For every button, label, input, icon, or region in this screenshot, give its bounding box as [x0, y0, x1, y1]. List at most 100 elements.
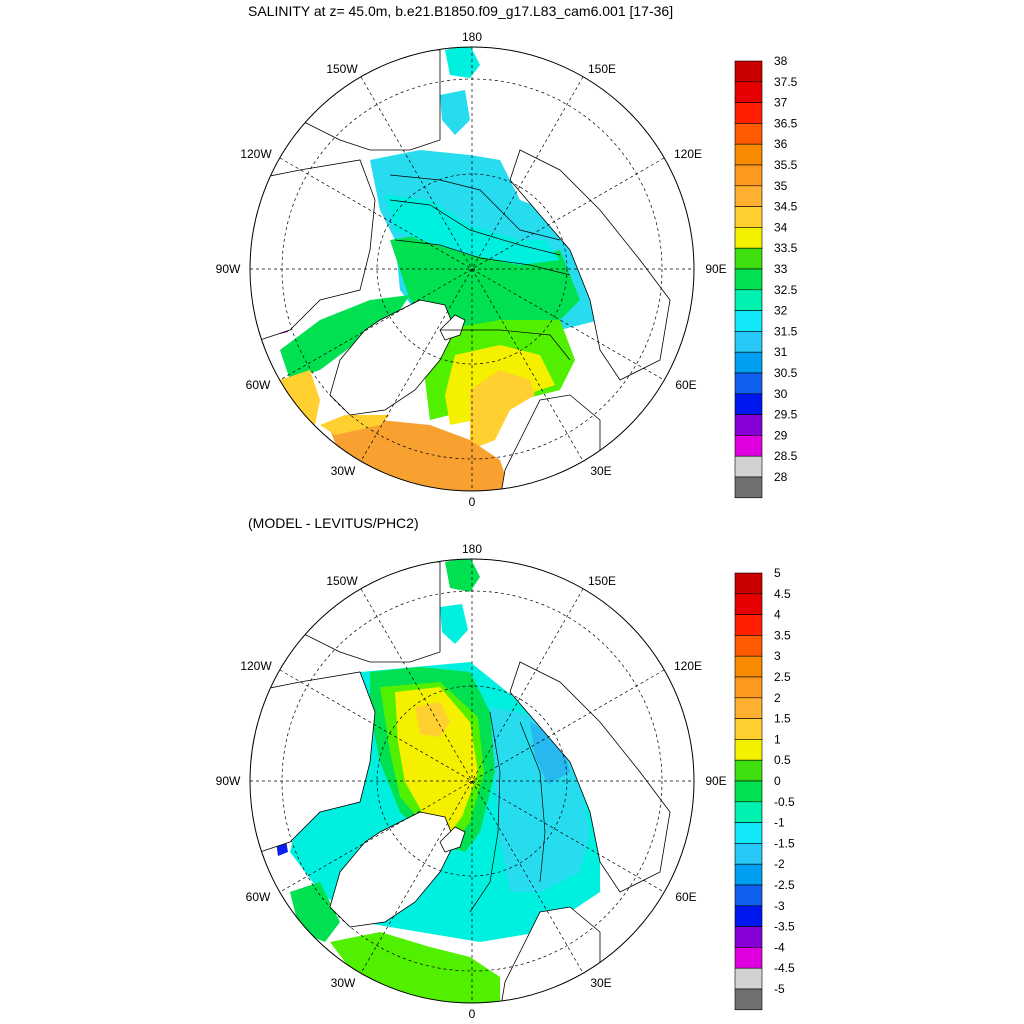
colorbar-label: 0.5 [774, 753, 791, 767]
colorbar-swatch [734, 123, 763, 145]
colorbar-swatch [734, 351, 763, 374]
colorbar-label: 2 [774, 691, 781, 705]
salinity-region-35-labrador [280, 370, 320, 425]
colorbar-label: 36.5 [774, 116, 798, 130]
lon-label: 150W [326, 574, 358, 588]
colorbar-label: -4.5 [774, 961, 795, 975]
land-alaska [299, 49, 441, 151]
salinity-region-34-5 [470, 370, 535, 450]
colorbar-swatch [734, 863, 763, 886]
colorbar-swatch [734, 435, 763, 457]
diff-region-minus-0-5-bering [440, 604, 468, 644]
colorbar-label: -2.5 [774, 878, 795, 892]
lon-label: 180 [462, 30, 482, 44]
colorbar-swatch [734, 331, 763, 353]
lon-label: 180 [462, 542, 482, 556]
lon-label: 90E [705, 774, 726, 788]
map-boundary [249, 46, 695, 492]
colorbar-swatch [734, 822, 763, 844]
map-title-difference: (MODEL - LEVITUS/PHC2) [248, 515, 419, 531]
colorbar-swatch [734, 247, 763, 270]
colorbar-swatch [734, 676, 763, 699]
salinity-contour [389, 199, 561, 256]
colorbar-label: -1 [774, 816, 785, 830]
lon-label: 120E [674, 147, 702, 161]
colorbar-swatch [734, 414, 763, 436]
lon-label: 150E [588, 62, 616, 76]
colorbar-swatch [734, 206, 763, 228]
colorbar-label: 35.5 [774, 158, 798, 172]
colorbar-swatch [734, 81, 763, 103]
colorbar-label: 28 [774, 470, 788, 484]
colorbar-label: 36 [774, 137, 788, 151]
colorbar-label: 30.5 [774, 366, 798, 380]
salinity-region-35-5 [330, 420, 510, 491]
lon-label: 60W [246, 378, 271, 392]
colorbar-label: 31.5 [774, 324, 798, 338]
colorbar-label: 32 [774, 304, 788, 318]
colorbar-label: -3 [774, 899, 785, 913]
colorbar-label: 1.5 [774, 712, 791, 726]
colorbar-label: -3.5 [774, 920, 795, 934]
colorbar-label: 33 [774, 262, 788, 276]
lon-label: 60W [246, 890, 271, 904]
colorbar-swatch [734, 926, 763, 948]
difference-colorbar: 5 4.5 4 3.5 3 2.5 2 1.5 1 0.5 0 -0.5 -1 -1.5 -2 -2.5 -3 -… [734, 566, 795, 1011]
land-svalbard [439, 314, 466, 341]
land-siberia [509, 661, 671, 893]
land-greenland [329, 299, 456, 416]
lon-label: 30W [331, 976, 356, 990]
colorbar-swatch [734, 947, 763, 969]
colorbar-swatch [734, 310, 763, 332]
colorbar-label: -1.5 [774, 836, 795, 850]
colorbar-label: 3.5 [774, 628, 791, 642]
colorbar-swatch [734, 289, 763, 311]
colorbar-swatch [734, 967, 763, 990]
colorbar-swatch [734, 455, 763, 478]
lon-label: 120W [240, 147, 272, 161]
colorbar-swatch [734, 268, 763, 291]
colorbar-label: -5 [774, 982, 785, 996]
lon-label: 0 [469, 495, 476, 509]
colorbar-label: 35 [774, 179, 788, 193]
lon-label: 150E [588, 574, 616, 588]
colorbar-label: 1 [774, 732, 781, 746]
diff-region-1-south [330, 932, 500, 1003]
colorbar-swatch [734, 697, 763, 719]
difference-contour [469, 711, 501, 913]
map-boundary [249, 558, 695, 1004]
colorbar-label: 33.5 [774, 241, 798, 255]
lon-label: 120W [240, 659, 272, 673]
colorbar-swatch [734, 635, 763, 657]
colorbar-label: -2 [774, 857, 785, 871]
colorbar-swatch [734, 905, 763, 927]
colorbar-swatch [734, 884, 763, 907]
colorbar-label: 5 [774, 566, 781, 580]
colorbar-label: 4.5 [774, 587, 791, 601]
salinity-region-31-5-bering [440, 90, 470, 135]
difference-map-panel: 180 150E 120E 90E 60E 30E 0 30W 60W 90W … [216, 542, 795, 1021]
lon-label: 30W [331, 464, 356, 478]
colorbar-swatch [734, 476, 763, 499]
colorbar-swatch [734, 718, 763, 740]
salinity-region-32-5-bering [445, 47, 480, 78]
diff-region-0-5-bering [445, 559, 480, 592]
colorbar-swatch [734, 185, 763, 207]
lon-label: 60E [675, 890, 696, 904]
diff-region-2 [415, 702, 450, 737]
salinity-region-33-baffin [280, 295, 410, 380]
graticule [250, 559, 694, 1003]
difference-contour [519, 721, 546, 883]
colorbar-label: 4 [774, 608, 781, 622]
salinity-contour [394, 239, 571, 276]
colorbar-label: 29 [774, 428, 788, 442]
colorbar-swatch [734, 227, 763, 249]
colorbar-label: 37.5 [774, 75, 798, 89]
land-svalbard [439, 826, 466, 853]
colorbar-label: 38 [774, 54, 788, 68]
colorbar-label: 29.5 [774, 408, 798, 422]
colorbar-label: 28.5 [774, 449, 798, 463]
colorbar-swatch [734, 988, 763, 1011]
salinity-map-panel: 180 150E 120E 90E 60E 30E 0 30W 60W 90W … [216, 30, 798, 509]
colorbar-swatch [734, 143, 763, 166]
